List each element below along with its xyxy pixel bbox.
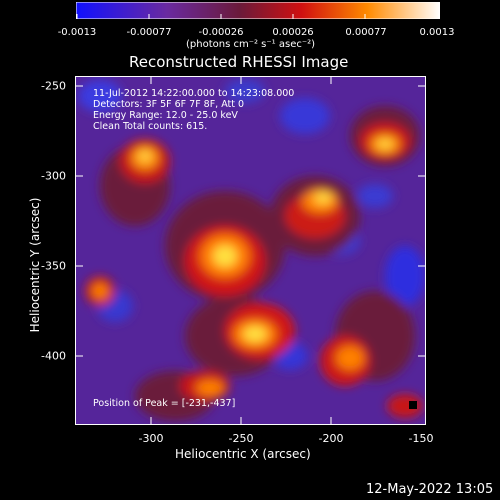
x-axis-label: Heliocentric X (arcsec) xyxy=(175,447,311,461)
x-tick-label: -250 xyxy=(228,432,254,445)
y-axis-label: Heliocentric Y (arcsec) xyxy=(28,197,42,333)
colorbar-tick-label: 0.0013 xyxy=(419,27,455,38)
colorbar-tick-label: -0.00026 xyxy=(198,27,244,38)
y-tick-label: -300 xyxy=(41,169,66,183)
annotation-detectors: Detectors: 3F 5F 6F 7F 8F, Att 0 xyxy=(93,99,245,110)
colorbar-units: (photons cm⁻² s⁻¹ asec⁻²) xyxy=(186,39,316,50)
colorbar-tick-label: 0.00077 xyxy=(345,27,387,38)
y-tick-label: -250 xyxy=(41,79,66,93)
colorbar-tick-label: -0.00077 xyxy=(126,27,172,38)
annotation-time-range: 11-Jul-2012 14:22:00.000 to 14:23:08.000 xyxy=(93,88,295,99)
colorbar-tick-label: 0.00026 xyxy=(272,27,314,38)
colorbar-tick-label: -0.0013 xyxy=(57,27,97,38)
x-tick-label: -150 xyxy=(408,432,434,445)
y-tick-label: -350 xyxy=(41,259,66,273)
y-tick-label: -400 xyxy=(41,349,66,363)
annotation-clean: Clean Total counts: 615. xyxy=(93,121,208,132)
peak-marker xyxy=(409,401,417,409)
rhessi-image xyxy=(75,76,426,425)
annotation-peak-position: Position of Peak = [-231,-437] xyxy=(93,398,236,409)
x-tick-label: -300 xyxy=(138,432,164,445)
plot-title: Reconstructed RHESSI Image xyxy=(129,53,349,71)
annotation-energy-range: Energy Range: 12.0 - 25.0 keV xyxy=(93,110,238,121)
colorbar xyxy=(76,2,440,19)
x-tick-label: -200 xyxy=(318,432,344,445)
footer-date: 12-May-2022 13:05 xyxy=(366,482,494,497)
